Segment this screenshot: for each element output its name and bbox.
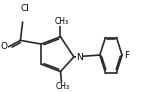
Text: O: O (0, 42, 7, 51)
Text: CH₃: CH₃ (54, 17, 68, 26)
Text: Cl: Cl (20, 4, 29, 13)
Text: F: F (124, 51, 129, 60)
Text: N: N (76, 53, 83, 62)
Text: CH₃: CH₃ (56, 82, 70, 91)
